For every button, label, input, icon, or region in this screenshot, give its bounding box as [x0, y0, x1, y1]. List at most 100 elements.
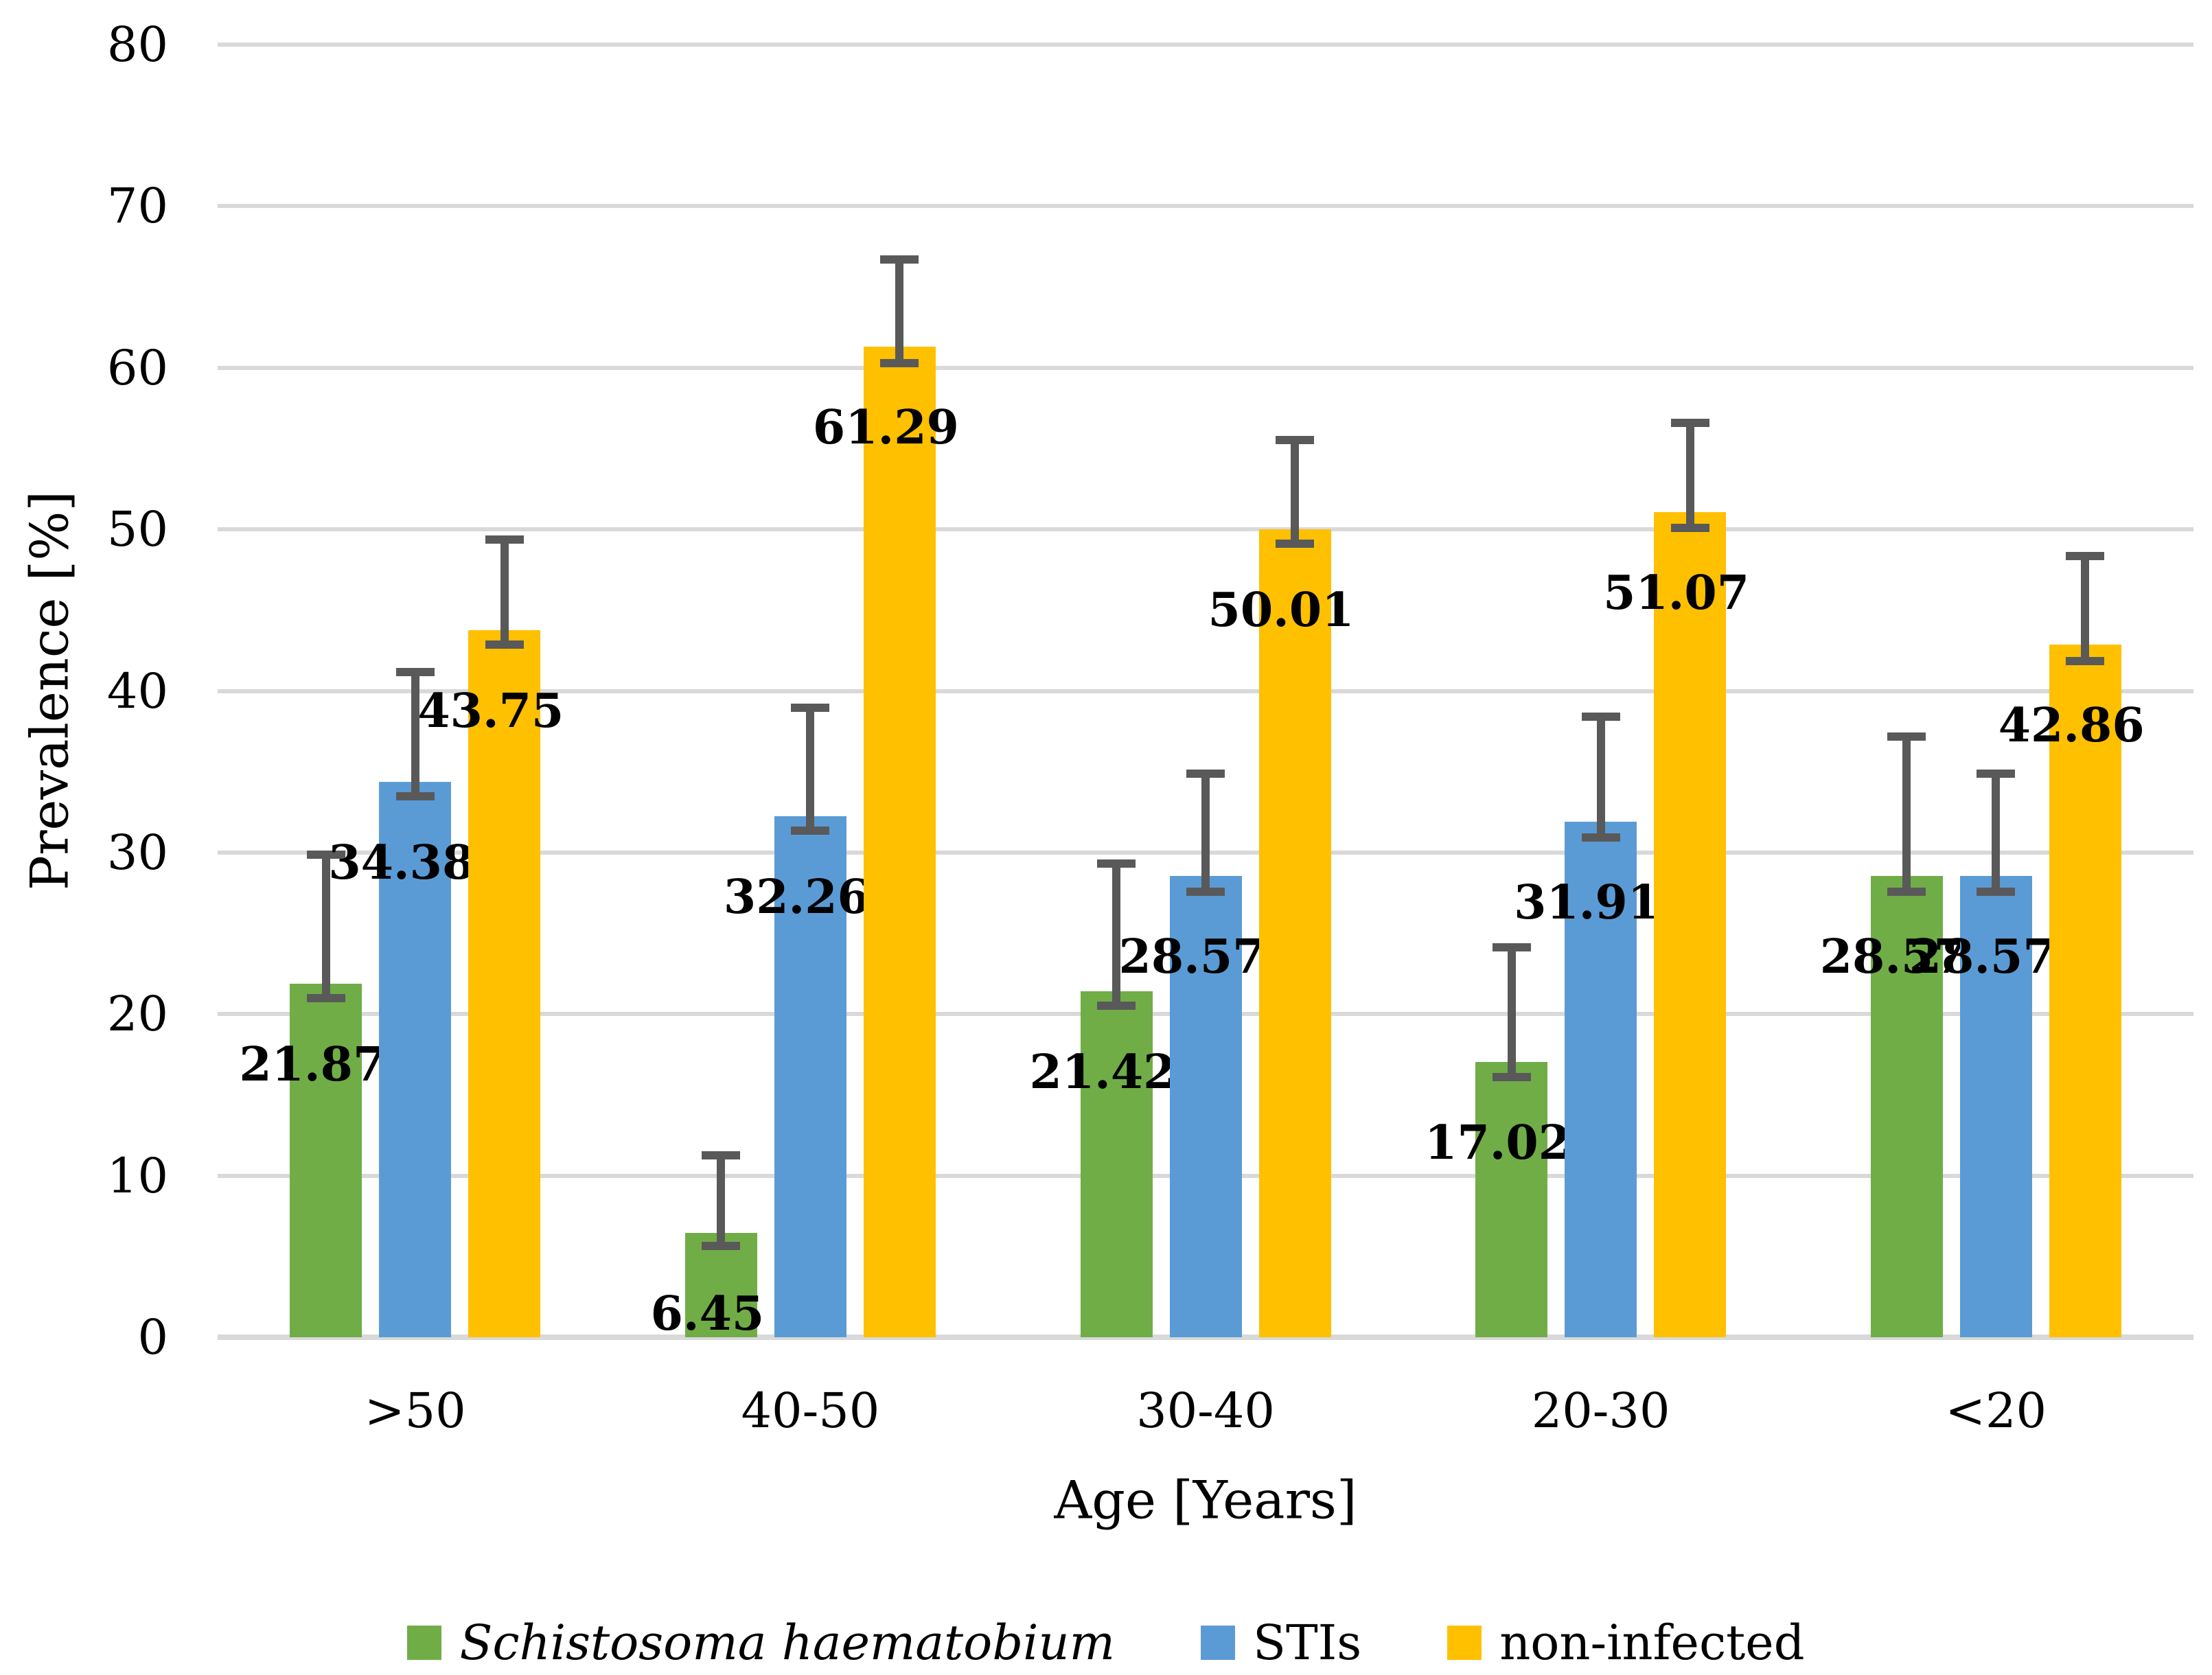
data-label: 34.38 [328, 835, 475, 890]
error-bar-line [1902, 737, 1911, 892]
data-label: 31.91 [1514, 875, 1661, 930]
data-label: 21.42 [1029, 1044, 1176, 1100]
error-bar-line [1685, 423, 1694, 529]
error-bar-cap-top [395, 667, 435, 676]
error-bar-cap-top [880, 255, 919, 264]
error-bar-cap-top [1492, 943, 1531, 952]
data-label: 51.07 [1603, 565, 1750, 621]
error-bar-cap-top [702, 1151, 741, 1160]
gridline [218, 43, 2193, 47]
bar-non-infected [468, 630, 541, 1337]
error-bar-cap-bottom [1670, 524, 1709, 533]
error-bar-cap-top [1276, 436, 1314, 445]
data-label: 28.57 [1118, 929, 1265, 984]
bar-non-infected [863, 347, 936, 1337]
y-tick-label: 50 [106, 501, 168, 558]
x-category-label: 40-50 [741, 1383, 880, 1439]
y-tick-label: 70 [106, 178, 168, 235]
data-label: 28.57 [1819, 929, 1966, 984]
error-bar-line [1201, 774, 1210, 892]
error-bar-line [1507, 947, 1516, 1077]
y-tick-label: 60 [106, 339, 168, 396]
legend-label-schistosoma-haematobium: Schistosoma haematobium [459, 1615, 1115, 1671]
legend: Schistosoma haematobium STIs non-infected [0, 1615, 2212, 1671]
x-category-label: <20 [1945, 1383, 2047, 1439]
bar-schistosoma-haematobium [684, 1233, 757, 1337]
error-bar-cap-top [306, 850, 345, 859]
y-tick-label: 20 [106, 986, 168, 1043]
bar-stis [774, 816, 846, 1337]
error-bar-cap-top [1097, 859, 1136, 868]
error-bar-cap-bottom [485, 640, 524, 649]
legend-label-stis: STIs [1252, 1615, 1362, 1671]
gridline [218, 689, 2193, 693]
bar-schistosoma-haematobium [1870, 875, 1943, 1337]
legend-label-non-infected: non-infected [1499, 1615, 1805, 1671]
error-bar-cap-bottom [702, 1242, 741, 1250]
error-bar-cap-top [1581, 712, 1620, 721]
error-bar-cap-bottom [1276, 540, 1314, 548]
bar-non-infected [1654, 511, 1727, 1337]
x-category-label: 30-40 [1136, 1383, 1275, 1439]
y-tick-label: 40 [106, 662, 168, 719]
gridline [218, 365, 2193, 370]
legend-item-schistosoma-haematobium: Schistosoma haematobium [407, 1615, 1115, 1671]
error-bar-cap-bottom [2066, 656, 2105, 665]
data-label: 42.86 [1998, 698, 2145, 754]
bar-schistosoma-haematobium [290, 984, 362, 1337]
y-tick-label: 0 [137, 1309, 168, 1365]
error-bar-cap-bottom [880, 358, 919, 367]
error-bar-cap-bottom [791, 826, 830, 835]
legend-item-stis: STIs [1200, 1615, 1362, 1671]
data-label: 32.26 [723, 869, 870, 925]
error-bar-cap-top [1977, 770, 2016, 778]
error-bar-line [500, 540, 509, 645]
legend-item-non-infected: non-infected [1447, 1615, 1805, 1671]
error-bar-cap-bottom [1492, 1072, 1531, 1081]
error-bar-cap-bottom [1887, 888, 1926, 897]
data-label: 17.02 [1425, 1116, 1571, 1171]
legend-marker-schistosoma-haematobium [407, 1626, 442, 1660]
data-label: 6.45 [650, 1286, 765, 1342]
x-axis-line [218, 1335, 2193, 1340]
data-label: 50.01 [1208, 582, 1355, 638]
error-bar-cap-top [791, 703, 830, 712]
error-bar-cap-bottom [395, 792, 435, 800]
error-bar-line [321, 854, 330, 999]
error-bar-cap-top [1670, 419, 1709, 428]
bar-schistosoma-haematobium [1080, 991, 1153, 1337]
error-bar-cap-top [1186, 770, 1225, 778]
y-tick-label: 10 [106, 1147, 168, 1204]
data-label: 28.57 [1909, 929, 2055, 984]
error-bar-cap-bottom [1581, 833, 1620, 842]
bar-non-infected [1258, 529, 1331, 1337]
bar-non-infected [2049, 645, 2121, 1337]
legend-marker-stis [1200, 1626, 1235, 1660]
gridline [218, 527, 2193, 532]
x-category-label: 20-30 [1531, 1383, 1670, 1439]
error-bar-cap-top [485, 535, 524, 544]
error-bar-cap-bottom [1977, 888, 2016, 897]
error-bar-line [1596, 716, 1605, 838]
data-label: 61.29 [812, 400, 959, 456]
x-category-label: >50 [364, 1383, 466, 1439]
data-label: 43.75 [417, 684, 564, 739]
error-bar-line [411, 671, 419, 796]
error-bar-cap-bottom [1097, 1002, 1136, 1010]
error-bar-line [1291, 440, 1299, 544]
error-bar-cap-top [1887, 732, 1926, 741]
bar-schistosoma-haematobium [1475, 1062, 1548, 1337]
error-bar-cap-bottom [306, 994, 345, 1003]
error-bar-line [895, 259, 904, 363]
legend-marker-non-infected [1447, 1626, 1482, 1660]
error-bar-cap-bottom [1186, 888, 1225, 897]
bar-stis [1565, 821, 1637, 1337]
bar-stis [379, 781, 452, 1337]
error-bar-line [806, 707, 815, 831]
bar-stis [1959, 875, 2032, 1337]
error-bar-cap-top [2066, 551, 2105, 560]
error-bar-line [1992, 774, 2001, 892]
bar-stis [1169, 875, 1242, 1337]
x-axis-title: Age [Years] [1054, 1469, 1357, 1531]
